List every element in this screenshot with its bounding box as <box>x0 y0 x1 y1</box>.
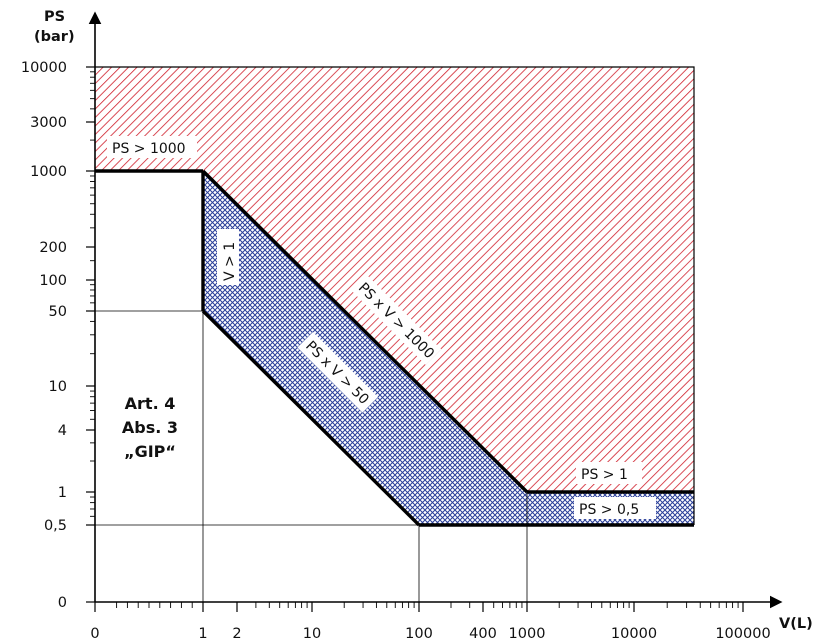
label-ps-gt-05: PS > 0,5 <box>579 502 639 518</box>
minor-ticks-layer <box>90 71 739 608</box>
label-art-4-line3: „GIP“ <box>124 442 176 461</box>
y-tick-label: 100 <box>39 273 67 289</box>
label-v-gt-1: V > 1 <box>222 242 238 281</box>
label-ps-gt-05-box: PS > 0,5 <box>574 497 656 519</box>
label-ps-gt-1000: PS > 1000 <box>112 141 186 157</box>
boundary-line <box>201 169 529 494</box>
y-axis-unit: (bar) <box>34 29 75 45</box>
y-tick-label: 200 <box>39 240 67 256</box>
y-tick-label: 0,5 <box>44 518 67 534</box>
boundaries-layer <box>95 169 694 527</box>
regions-layer <box>95 67 694 525</box>
y-axis-title: PS <box>44 9 65 25</box>
x-tick-label: 400 <box>469 626 497 642</box>
y-tick-label: 50 <box>49 304 67 320</box>
region-red-diagonal-hatch <box>95 67 694 492</box>
ticks-layer <box>86 66 744 612</box>
x-tick-label: 0 <box>90 626 99 642</box>
x-tick-label: 100 <box>405 626 433 642</box>
y-tick-label: 3000 <box>30 115 67 131</box>
x-tick-label: 1000 <box>509 626 546 642</box>
y-tick-label: 0 <box>58 595 67 611</box>
x-axis-title: V(L) <box>779 616 813 632</box>
y-tick-label: 1000 <box>30 164 67 180</box>
x-tick-label: 2 <box>232 626 241 642</box>
x-tick-label: 10 <box>303 626 321 642</box>
y-tick-label: 4 <box>58 423 67 439</box>
boundary-line <box>201 309 421 527</box>
region-frame <box>95 66 695 525</box>
x-tick-label: 100000 <box>715 626 770 642</box>
x-tick-label: 10000 <box>611 626 657 642</box>
y-tick-label: 10 <box>49 379 67 395</box>
x-tick-label: 1 <box>198 626 207 642</box>
label-art-4-line2: Abs. 3 <box>122 418 178 437</box>
reference-lines-layer <box>95 66 695 602</box>
label-v-gt-1-box: V > 1 <box>217 229 239 285</box>
label-art-4-line1: Art. 4 <box>125 394 176 413</box>
y-tick-label: 10000 <box>21 60 67 76</box>
y-tick-label: 1 <box>58 485 67 501</box>
label-ps-gt-1: PS > 1 <box>581 467 628 483</box>
label-ps-gt-1000-box: PS > 1000 <box>107 136 197 158</box>
label-ps-gt-1-box: PS > 1 <box>576 462 642 484</box>
